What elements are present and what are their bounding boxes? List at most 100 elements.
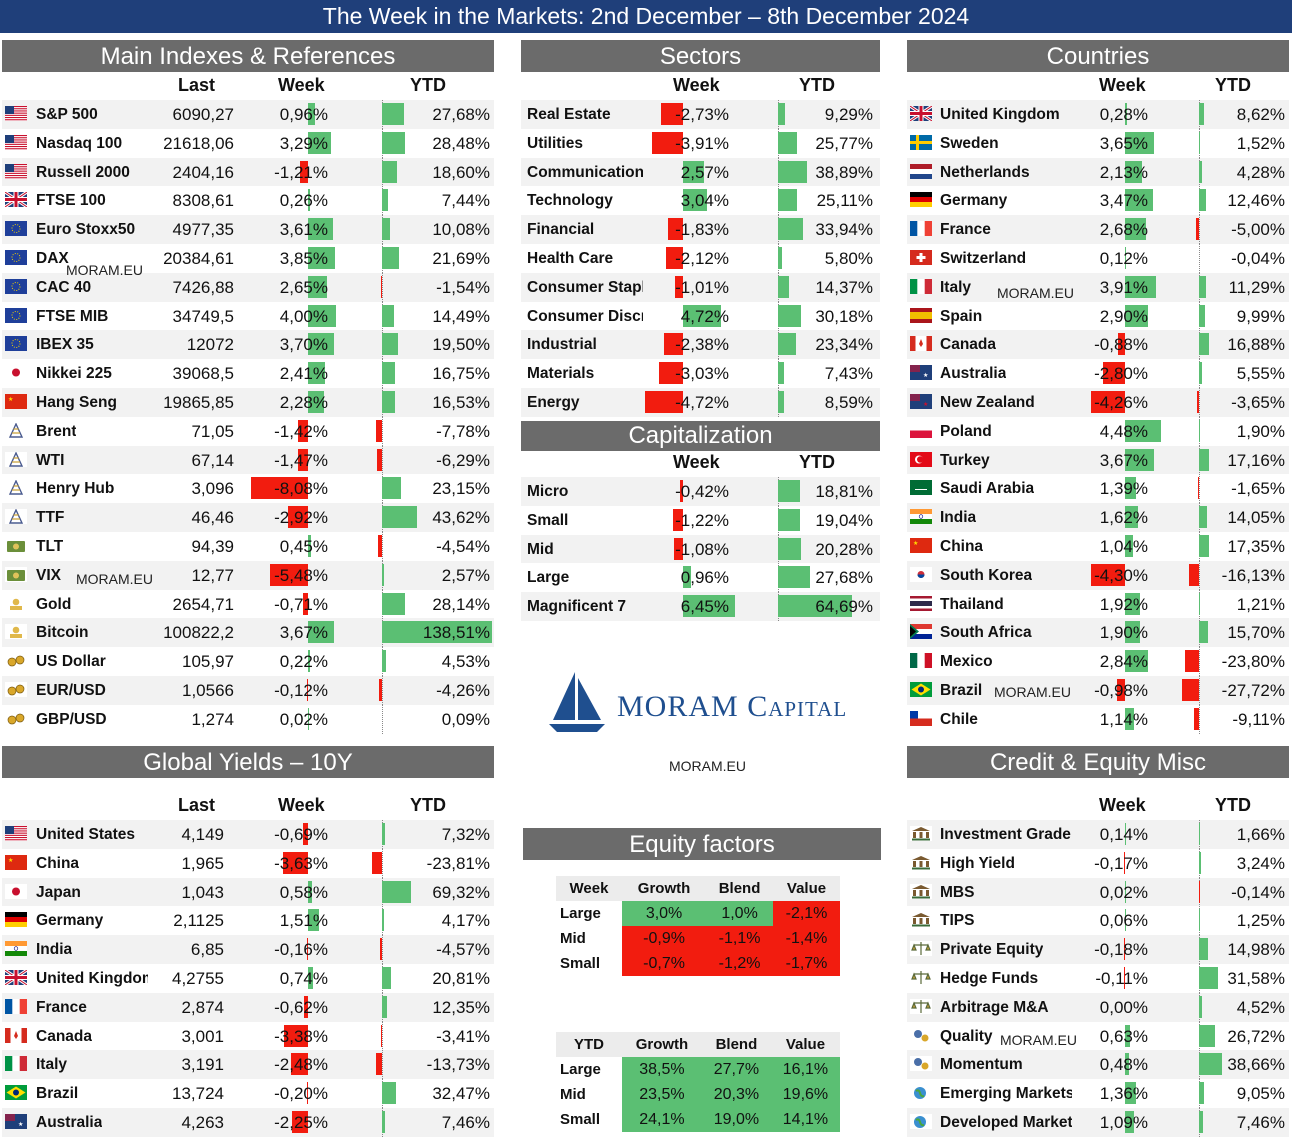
svg-text:★: ★ [923,401,928,408]
row-name: TTF [36,509,65,527]
week-bar [658,362,683,385]
ytd-bar [1199,1024,1216,1047]
row-last: 21618,06 [163,133,234,153]
row-name: Bitcoin [36,624,89,642]
week-bar [1125,506,1138,529]
row-ytd: 5,80% [824,248,873,268]
row-last: 1,965 [181,853,224,873]
ytd-bar [382,390,396,413]
row-name: United Kingdom [36,969,148,987]
row-week: 0,26% [279,191,328,211]
credit-panel: Credit & Equity Misc Week YTD Investment… [907,746,1289,1137]
row-ytd: 26,72% [1227,1026,1285,1046]
row-name: Thailand [940,595,1004,613]
india-flag-icon [5,941,27,957]
ytd-bar [1199,362,1203,385]
row-week: 4,48% [1099,421,1148,441]
row-ytd: 9,29% [824,105,873,124]
row-name: Developed Market [940,1113,1072,1131]
row-name: Communication [527,163,643,181]
scales-icon [910,941,932,957]
row-last: 3,191 [181,1055,224,1075]
week-bar [1125,246,1126,269]
row-week: 2,84% [1099,652,1148,672]
ytd-axis [382,848,383,878]
week-bar [683,566,691,589]
week-bar [1090,390,1125,413]
week-header: Week [278,795,325,815]
row-ytd: -9,11% [1232,709,1285,729]
row-week: 0,74% [279,968,328,988]
table-row: Arbitrage M&A 0,00% 4,52% [907,992,1289,1022]
table-row: ★ Australia 4,263 -2,25% 7,46% [2,1107,494,1137]
row-week: 1,09% [1099,1112,1148,1132]
week-bar [1125,1110,1134,1133]
ytd-bar [371,851,382,874]
row-name: Turkey [940,451,990,469]
row-name: Germany [36,912,104,930]
row-last: 2654,71 [172,594,234,614]
row-week: -1,83% [675,220,729,240]
row-week: 2,13% [1099,162,1148,182]
row-name: Technology [527,192,613,210]
week-bar [1102,362,1125,385]
gold-icon [5,595,27,611]
week-header: Week [673,75,720,95]
table-row: TLT 94,39 0,45% -4,54% [2,531,494,561]
last-header: Last [178,75,216,95]
row-name: Canada [940,336,996,354]
row-name: VIX [36,566,61,584]
capitalization-title: Capitalization [521,421,880,451]
table-row: FTSE MIB 34749,5 4,00% 14,49% [2,301,494,331]
row-last: 2404,16 [172,162,234,182]
row-name: MBS [940,883,975,901]
row-ytd: -6,29% [436,450,490,470]
row-name: Mexico [940,653,993,671]
mexico-flag-icon [910,653,932,669]
week-bar [1125,103,1128,125]
row-ytd: 16,53% [432,392,490,412]
row-week: 6,45% [680,597,729,617]
row-name: Nikkei 225 [36,365,112,383]
factor-cell: 38,5% [622,1057,702,1082]
globe-icon [910,1085,932,1101]
table-row: Industrial -2,38% 23,34% [521,330,880,360]
week-bar [1090,563,1125,586]
row-week: 3,67% [1099,450,1148,470]
week-bar [308,275,327,298]
ytd-bar [778,362,784,385]
factor-cell: 20,3% [701,1082,771,1107]
table-row: Private Equity -0,18% 14,98% [907,935,1289,965]
corner-label: YTD [556,1032,622,1057]
factor-cell: 27,7% [701,1057,771,1082]
row-name: Financial [527,221,595,239]
ytd-axis [382,445,383,475]
globe-icon [910,1113,932,1129]
week-bar [1125,1053,1129,1076]
week-bar [666,246,683,269]
table-row: FTSE 100 8308,61 0,26% 7,44% [2,186,494,216]
ytd-bar [1199,592,1200,615]
row-ytd: 69,32% [432,882,490,902]
row-week: 1,62% [1099,508,1148,528]
table-row: ★ Hang Seng 19865,85 2,28% 16,53% [2,387,494,417]
row-ytd: 20,81% [432,968,490,988]
ytd-bar [382,1082,396,1105]
row-name: New Zealand [940,393,1035,411]
table-row: S&P 500 6090,27 0,96% 27,68% [2,100,494,129]
week-bar [306,938,308,961]
row-week: 4,72% [680,306,729,326]
eu-flag-icon [5,336,27,352]
ytd-bar [778,103,785,125]
row-week: -2,92% [274,508,328,528]
ytd-bar [778,333,796,356]
week-bar [661,103,683,125]
row-last: 4,263 [181,1112,224,1132]
row-ytd: 19,04% [815,510,873,530]
row-week: -0,11% [1095,968,1148,988]
yields-rows: United States 4,149 -0,69% 7,32% ★ China 1,965… [2,820,494,1137]
ytd-bar [375,419,382,442]
row-name: Quality [940,1027,993,1045]
bank-icon [910,883,932,899]
newzealand-flag-icon: ★ [910,393,932,409]
